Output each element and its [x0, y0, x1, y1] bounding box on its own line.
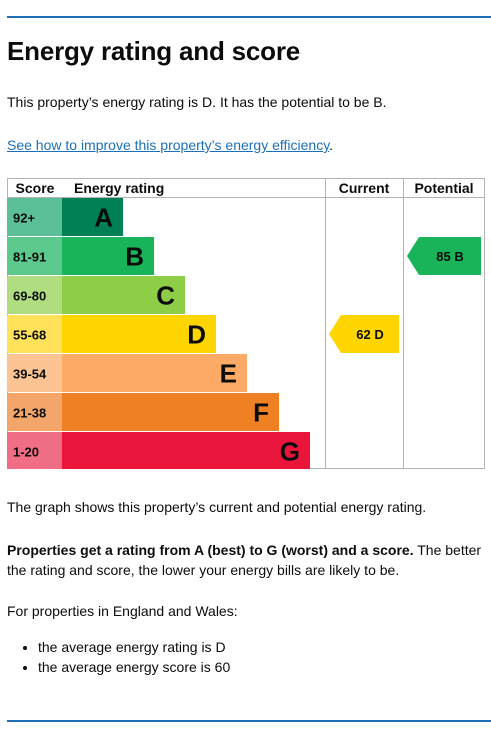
rating-bar-b — [62, 237, 154, 275]
rating-letter-f: F — [253, 398, 269, 428]
rating-bar-f — [62, 393, 279, 431]
page-title: Energy rating and score — [7, 36, 301, 66]
averages-list: the average energy rating is D the avera… — [7, 637, 230, 677]
score-cell-c — [7, 276, 62, 314]
score-label-a: 92+ — [13, 211, 35, 226]
header-potential: Potential — [414, 180, 473, 196]
rating-bar-e — [62, 354, 247, 392]
list-item: the average energy rating is D — [38, 637, 230, 657]
score-cell-a — [7, 198, 62, 236]
header-current: Current — [339, 180, 390, 196]
rating-letter-g: G — [280, 437, 300, 467]
score-cell-g — [7, 432, 62, 469]
energy-rating-chart: Score Energy rating Current Potential 92+ A 81… — [7, 178, 485, 469]
rating-letter-a: A — [94, 203, 113, 233]
rating-bar-a — [62, 198, 123, 236]
rating-bar-d — [62, 315, 216, 353]
rating-letter-c: C — [156, 281, 175, 311]
improve-efficiency-link[interactable]: See how to improve this property’s energ… — [7, 137, 330, 153]
list-item: the average energy score is 60 — [38, 657, 230, 677]
score-label-g: 1-20 — [13, 445, 39, 460]
score-label-d: 55-68 — [13, 328, 46, 343]
rating-bar-c — [62, 276, 185, 314]
rating-letter-d: D — [187, 320, 206, 350]
rating-bar-g — [62, 432, 310, 469]
score-label-e: 39-54 — [13, 367, 47, 382]
current-rating-arrow — [329, 315, 399, 353]
score-cell-d — [7, 315, 62, 353]
score-label-c: 69-80 — [13, 289, 46, 304]
current-rating-label: 62 D — [356, 327, 383, 342]
england-wales-text: For properties in England and Wales: — [7, 603, 238, 619]
top-divider — [7, 16, 491, 18]
intro-text: This property’s energy rating is D. It h… — [7, 94, 387, 110]
rating-letter-b: B — [125, 242, 144, 272]
epc-graph: Score Energy rating Current Potential 92+ A 81… — [7, 178, 485, 469]
ratings-explanation: Properties get a rating from A (best) to… — [7, 540, 485, 580]
potential-rating-arrow — [407, 237, 481, 275]
bottom-divider — [7, 720, 491, 722]
rating-letter-e: E — [220, 359, 237, 389]
graph-description: The graph shows this property’s current … — [7, 499, 427, 515]
header-energy-rating: Energy rating — [74, 180, 164, 196]
score-cell-b — [7, 237, 62, 275]
ratings-bold-text: Properties get a rating from A (best) to… — [7, 542, 414, 558]
header-score: Score — [16, 180, 55, 196]
score-label-b: 81-91 — [13, 250, 46, 265]
score-cell-e — [7, 354, 62, 392]
score-cell-f — [7, 393, 62, 431]
score-label-f: 21-38 — [13, 406, 46, 421]
ratings-rest-text: The better the rating and score, the low… — [7, 542, 482, 578]
improve-paragraph: See how to improve this property’s energ… — [7, 135, 333, 155]
potential-rating-label: 85 B — [436, 249, 463, 264]
link-period: . — [329, 137, 334, 153]
